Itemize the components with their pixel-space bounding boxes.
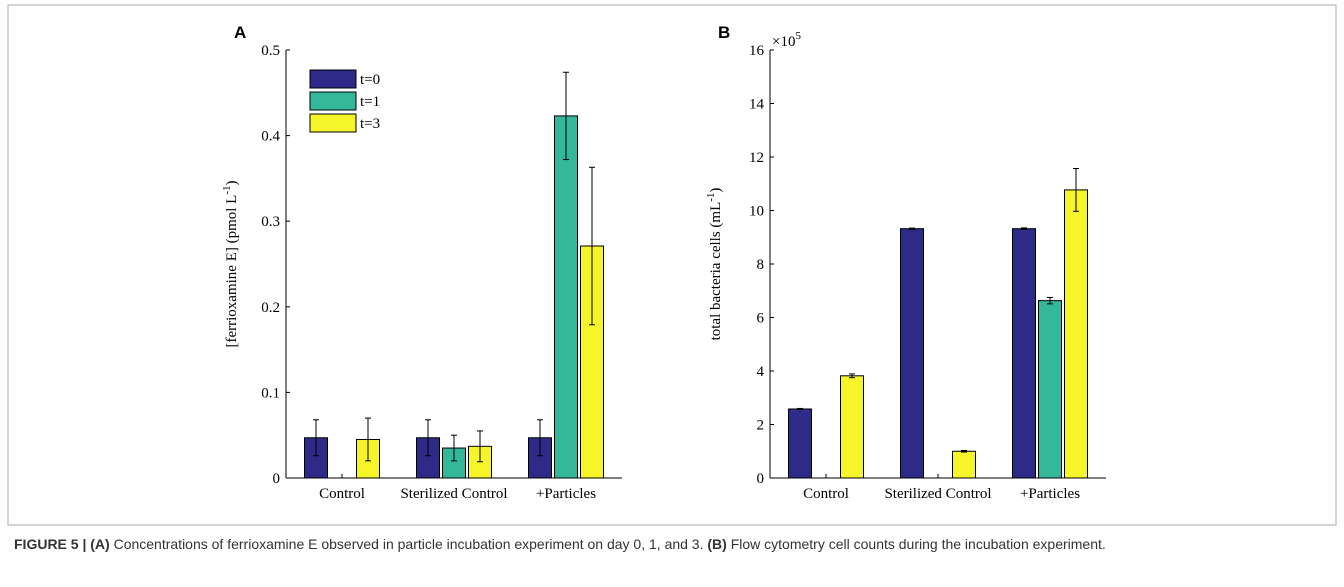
y-tick-label: 16 [749,43,765,59]
legend-swatch [309,69,357,89]
error-bar [797,407,803,411]
legend-swatch [309,91,357,111]
axis-multiplier-exponent: 5 [795,30,801,42]
y-tick-label: 0 [273,471,281,487]
caption-text: Flow cytometry cell counts during the in… [726,536,1106,552]
panel-label: A [234,23,246,42]
y-axis-label-part: total bacteria cells (mL [708,202,724,341]
y-tick-label: 0.2 [261,300,280,316]
error-bar [451,434,457,462]
y-tick-label: 10 [749,204,764,220]
error-bar [563,71,569,161]
error-bar [537,419,543,457]
x-tick-label: Sterilized Control [400,486,507,502]
y-tick-label: 0.1 [261,385,280,401]
error-bar [365,417,371,462]
charts: A 0 0.1 0.2 0.3 0.4 0.5 [ferrioxamine E] (pmol … [7,4,1337,526]
bar [554,115,578,479]
legend-swatch [309,113,357,133]
error-bar [313,419,319,457]
y-tick-label: 12 [749,150,764,166]
figure-frame [7,4,1337,526]
caption: FIGURE 5 | (A) Concentrations of ferriox… [14,531,1336,558]
y-axis-label-part: ) [224,180,240,185]
y-tick-label: 4 [757,364,765,380]
legend-label: t=0 [360,72,380,88]
legend-label: t=1 [360,94,380,110]
y-axis-label: [ferrioxamine E] (pmol L-1) [221,180,240,347]
y-axis-label-part: -1 [221,185,233,194]
error-bar [425,419,431,457]
y-tick-label: 0.5 [261,43,280,59]
bar [1038,300,1062,479]
axis-multiplier: ×105 [772,30,801,50]
caption-text: Concentrations of ferrioxamine E observe… [109,536,708,552]
y-axis-label: total bacteria cells (mL-1) [705,188,724,341]
caption-text: FIGURE 5 | [14,536,91,552]
bar [840,375,864,479]
y-tick-label: 14 [749,97,765,113]
y-axis-label-part: [ferrioxamine E] (pmol L [224,195,240,348]
bar [1012,228,1036,479]
x-tick-label: Control [803,486,849,502]
bar [788,408,812,479]
x-tick-label: Sterilized Control [884,486,991,502]
error-bar [1021,227,1027,230]
panel: A 0 0.1 0.2 0.3 0.4 0.5 [ferrioxamine E] (pmol … [221,23,622,502]
x-tick-label: +Particles [1020,486,1080,502]
bar [900,228,924,479]
caption-text: (B) [707,536,727,552]
bar [1064,189,1088,479]
bar [952,450,976,479]
y-tick-label: 0.3 [261,214,280,230]
y-tick-label: 0.4 [261,129,280,145]
y-tick-label: 6 [757,311,765,327]
legend-label: t=3 [360,116,380,132]
error-bar [589,166,595,326]
y-tick-label: 8 [757,257,765,273]
error-bar [1073,168,1079,212]
x-tick-label: +Particles [536,486,596,502]
error-bar [961,449,967,453]
x-tick-label: Control [319,486,365,502]
axis-multiplier-base: ×10 [772,34,795,50]
error-bar [909,227,915,230]
panel-label: B [718,23,730,42]
y-axis-label-part: ) [708,188,724,193]
error-bar [1047,296,1053,305]
error-bar [477,430,483,463]
error-bar [849,373,855,379]
y-tick-label: 2 [757,418,765,434]
y-tick-label: 0 [757,471,765,487]
panel: B 0 2 4 6 8 10 12 14 16 total bacteria cells (mL-1… [705,23,1106,502]
y-axis-label-part: -1 [705,193,717,202]
caption-text: (A) [90,536,110,552]
